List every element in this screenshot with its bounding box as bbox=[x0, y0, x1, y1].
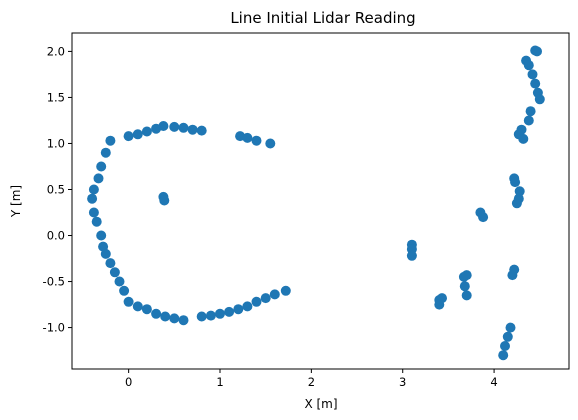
scatter-point bbox=[251, 296, 262, 307]
scatter-point bbox=[123, 131, 134, 142]
scatter-point bbox=[509, 264, 520, 275]
scatter-point bbox=[96, 161, 107, 172]
chart-title: Line Initial Lidar Reading bbox=[230, 9, 415, 27]
y-axis-label: Y [m] bbox=[9, 185, 23, 218]
scatter-point bbox=[500, 341, 510, 351]
scatter-point bbox=[242, 301, 253, 312]
scatter-point bbox=[132, 129, 143, 140]
scatter-point bbox=[406, 250, 417, 261]
scatter-point bbox=[196, 311, 207, 322]
scatter-point bbox=[527, 69, 538, 80]
scatter-point bbox=[160, 311, 171, 322]
x-tick-label: 4 bbox=[490, 375, 497, 389]
scatter-point bbox=[141, 126, 152, 137]
scatter-point bbox=[530, 78, 541, 89]
scatter-point bbox=[461, 290, 472, 301]
scatter-point bbox=[215, 308, 225, 319]
scatter-point bbox=[514, 186, 525, 197]
scatter-point bbox=[141, 304, 152, 315]
scatter-point bbox=[123, 296, 134, 307]
scatter-point bbox=[169, 313, 180, 324]
x-axis-ticks: 0 1 2 3 4 bbox=[125, 369, 498, 389]
scatter-point bbox=[178, 122, 189, 133]
scatter-point bbox=[478, 212, 489, 223]
plot-frame bbox=[71, 32, 570, 370]
scatter-point bbox=[233, 304, 244, 315]
scatter-point bbox=[260, 293, 271, 304]
scatter-point bbox=[88, 184, 99, 195]
scatter-point bbox=[525, 106, 536, 117]
scatter-point bbox=[518, 133, 529, 144]
y-tick-label: -1.0 bbox=[43, 321, 65, 335]
scatter-point bbox=[119, 285, 130, 296]
scatter-point bbox=[434, 299, 445, 310]
x-tick-label: 0 bbox=[125, 375, 132, 389]
scatter-point bbox=[534, 94, 545, 105]
scatter-point bbox=[114, 276, 125, 287]
scatter-point bbox=[87, 193, 98, 204]
scatter-point bbox=[187, 124, 198, 135]
y-tick-label: -0.5 bbox=[43, 275, 65, 289]
y-tick-label: 0.5 bbox=[47, 182, 65, 196]
scatter-point bbox=[459, 281, 470, 292]
y-tick-label: 1.5 bbox=[47, 90, 65, 104]
scatter-point bbox=[100, 248, 111, 259]
points-layer bbox=[87, 45, 545, 361]
y-tick-label: 0.0 bbox=[47, 229, 65, 243]
scatter-point bbox=[498, 350, 509, 361]
scatter-point bbox=[96, 230, 107, 241]
scatter-point bbox=[523, 115, 534, 126]
scatter-point bbox=[523, 60, 534, 71]
scatter-point bbox=[269, 289, 280, 300]
x-tick-label: 1 bbox=[216, 375, 223, 389]
scatter-point bbox=[93, 173, 104, 184]
scatter-point bbox=[158, 121, 169, 131]
y-tick-label: 1.0 bbox=[47, 136, 65, 150]
scatter-point bbox=[502, 331, 513, 342]
scatter-point bbox=[280, 285, 291, 296]
scatter-point bbox=[242, 132, 253, 143]
scatter-point bbox=[178, 315, 189, 326]
scatter-point bbox=[516, 124, 527, 135]
scatter-point bbox=[510, 177, 521, 188]
scatter-point bbox=[265, 138, 276, 149]
scatter-point bbox=[91, 216, 102, 227]
scatter-point bbox=[205, 310, 216, 321]
scatter-point bbox=[151, 308, 162, 319]
scatter-point bbox=[132, 301, 143, 312]
scatter-point bbox=[100, 147, 111, 158]
scatter-point bbox=[224, 306, 235, 317]
scatter-point bbox=[532, 46, 542, 57]
scatter-point bbox=[88, 207, 99, 218]
x-tick-label: 2 bbox=[308, 375, 315, 389]
scatter-point bbox=[196, 125, 207, 136]
scatter-point bbox=[461, 270, 472, 281]
y-tick-label: 2.0 bbox=[47, 44, 65, 58]
scatter-point bbox=[169, 121, 180, 132]
x-axis-label: X [m] bbox=[304, 397, 337, 411]
y-axis-ticks: -1.0 -0.5 0.0 0.5 1.0 1.5 2.0 bbox=[43, 44, 72, 335]
scatter-point bbox=[513, 193, 524, 204]
x-tick-label: 3 bbox=[399, 375, 406, 389]
scatter-point bbox=[505, 322, 516, 333]
scatter-point bbox=[105, 258, 116, 269]
scatter-point bbox=[109, 267, 120, 278]
scatter-point bbox=[251, 135, 262, 146]
scatter-point bbox=[159, 195, 170, 206]
scatter-point bbox=[105, 135, 116, 146]
